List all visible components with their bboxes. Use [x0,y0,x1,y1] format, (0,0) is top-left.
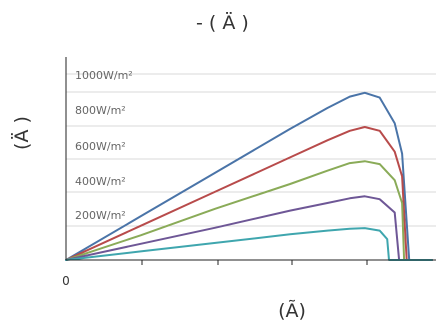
x-axis-label: (Ã) [278,299,306,322]
series-label: 600W/m² [75,140,126,153]
chart-title: - ( Ä ) [196,11,249,34]
series-label: 200W/m² [75,209,126,222]
y-axis-label: (Ä ) [10,116,33,150]
series-label: 800W/m² [75,104,126,117]
series-line [65,227,433,261]
x-axis-ticks [141,260,368,265]
series-label: 400W/m² [75,175,126,188]
series-labels: 1000W/m² 800W/m² 600W/m² 400W/m² 200W/m² [75,69,133,222]
grid-lines [66,73,436,227]
x-tick-label-origin: 0 [62,274,70,288]
series-label: 1000W/m² [75,69,133,82]
